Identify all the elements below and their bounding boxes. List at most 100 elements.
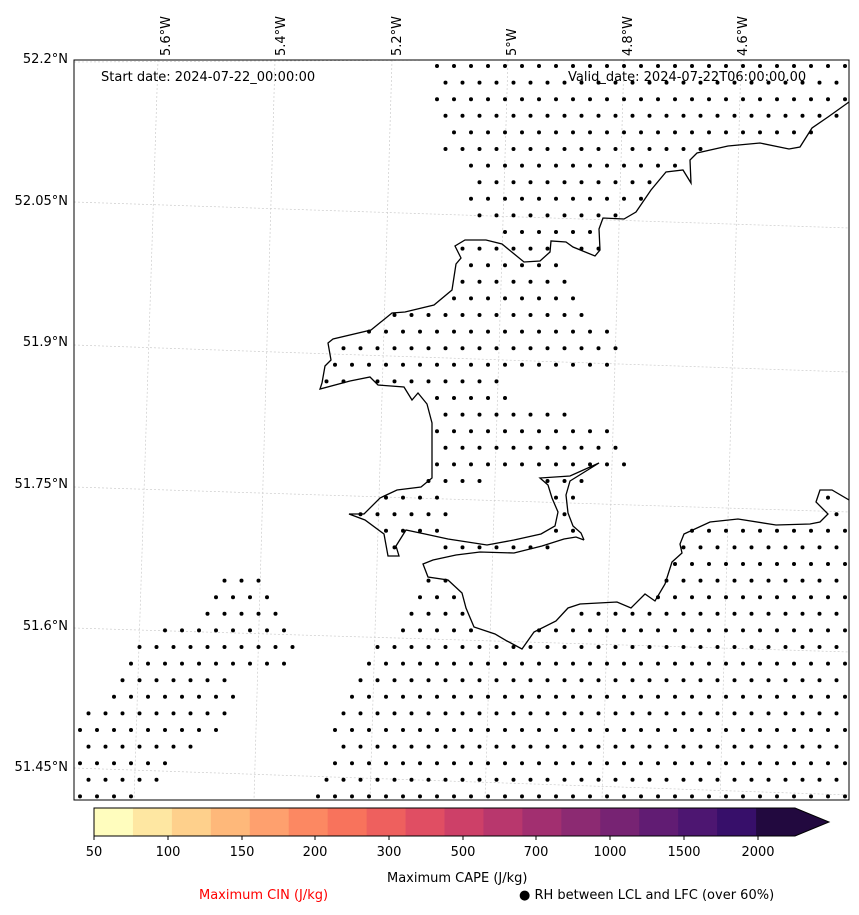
rh-stipple-dot [630, 744, 635, 749]
rh-stipple-dot [698, 611, 703, 616]
rh-stipple-dot [460, 711, 465, 716]
rh-stipple-dot [792, 728, 796, 732]
rh-stipple-dot [613, 711, 618, 716]
rh-stipple-dot [341, 711, 346, 716]
rh-stipple-dot [426, 744, 431, 749]
rh-stipple-dot [749, 777, 754, 782]
rh-stipple-dot [707, 97, 711, 102]
rh-stipple-dot [511, 279, 516, 284]
rh-stipple-dot [494, 180, 499, 185]
rh-stipple-dot [571, 163, 575, 168]
rh-stipple-dot [452, 296, 456, 301]
rh-stipple-dot [834, 777, 839, 782]
rh-stipple-dot [792, 595, 796, 600]
parallel-line [74, 201, 849, 229]
rh-stipple-dot [443, 711, 448, 716]
rh-stipple-dot [401, 495, 405, 500]
rh-stipple-dot [477, 711, 482, 716]
rh-stipple-dot [656, 163, 660, 168]
rh-stipple-dot [426, 611, 431, 616]
rh-stipple-dot [817, 711, 822, 716]
rh-stipple-dot [205, 678, 210, 683]
gridlines [74, 60, 849, 800]
rh-stipple-dot [469, 329, 473, 334]
rh-stipple-dot [656, 728, 660, 732]
lon-label-4-6w: 4.6°W [736, 15, 751, 56]
rh-stipple-dot [409, 346, 414, 351]
rh-stipple-dot [579, 213, 584, 218]
rh-stipple-dot [783, 545, 788, 550]
coastline-south [422, 489, 849, 650]
rh-stipple-dot [384, 495, 388, 500]
lat-label-52-05n: 52.05°N [14, 194, 68, 209]
rh-stipple-dot [588, 661, 592, 666]
rh-stipple-dot [537, 130, 541, 135]
rh-stipple-dot [843, 794, 847, 799]
rh-stipple-dot [477, 445, 482, 450]
rh-stipple-dot [112, 694, 116, 699]
rh-stipple-dot [843, 694, 847, 699]
rh-stipple-dot [800, 611, 805, 616]
rh-stipple-dot [749, 711, 754, 716]
rh-stipple-dot [571, 296, 575, 301]
rh-stipple-dot [826, 661, 830, 666]
rh-stipple-dot [562, 113, 567, 118]
rh-stipple-dot [350, 761, 354, 766]
rh-stipple-dot [758, 97, 762, 102]
rh-stipple-dot [443, 80, 448, 85]
rh-stipple-dot [681, 744, 686, 749]
rh-stipple-dot [188, 711, 193, 716]
rh-stipple-dot [605, 794, 609, 799]
rh-stipple-dot [571, 196, 575, 201]
rh-stipple-dot [622, 794, 626, 799]
rh-stipple-dot [528, 346, 533, 351]
rh-stipple-dot [265, 628, 269, 633]
rh-stipple-dot [469, 130, 473, 135]
rh-stipple-dot [766, 113, 771, 118]
rh-stipple-dot [605, 97, 609, 102]
rh-stipple-dot [452, 661, 456, 666]
rh-stipple-dot [775, 728, 779, 732]
rh-stipple-dot [384, 728, 388, 732]
rh-stipple-dot [503, 396, 507, 400]
rh-stipple-dot [460, 645, 465, 649]
rh-stipple-dot [528, 711, 533, 716]
rh-stipple-dot [783, 611, 788, 616]
rh-stipple-dot [460, 412, 465, 417]
rh-stipple-dot [741, 728, 745, 732]
rh-stipple-dot [486, 761, 490, 766]
colorbar-segment [639, 808, 679, 836]
rh-stipple-dot [528, 645, 533, 649]
rh-stipple-dot [775, 794, 779, 799]
rh-stipple-dot [520, 794, 524, 799]
rh-stipple-dot [554, 761, 558, 766]
rh-stipple-dot [188, 645, 193, 649]
rh-stipple-dot [435, 97, 439, 102]
rh-stipple-dot [792, 562, 796, 566]
colorbar-segment [717, 808, 757, 836]
rh-stipple-dot [469, 396, 473, 400]
rh-stipple-dot [579, 611, 584, 616]
colorbar-segment [600, 808, 640, 836]
meridian-line [601, 60, 625, 800]
rh-stipple-dot [358, 711, 363, 716]
rh-stipple-dot [528, 678, 533, 683]
rh-stipple-dot [613, 147, 618, 151]
rh-stipple-dot [460, 445, 465, 450]
rh-stipple-dot [792, 64, 796, 68]
rh-stipple-dot [715, 611, 720, 616]
rh-stipple-dot [222, 711, 227, 716]
rh-stipple-dot [783, 578, 788, 583]
rh-stipple-dot [707, 761, 711, 766]
rh-stipple-dot [707, 728, 711, 732]
rh-stipple-dot [409, 313, 414, 317]
rh-stipple-dot [834, 113, 839, 118]
rh-stipple-dot [443, 313, 448, 317]
rh-stipple-dot [460, 479, 465, 483]
rh-stipple-dot [486, 329, 490, 334]
rh-stipple-dot [333, 362, 337, 367]
rh-stipple-dot [494, 147, 499, 151]
rh-stipple-dot [384, 694, 388, 699]
rh-stipple-dot [222, 678, 227, 683]
rh-stipple-dot [647, 777, 652, 782]
